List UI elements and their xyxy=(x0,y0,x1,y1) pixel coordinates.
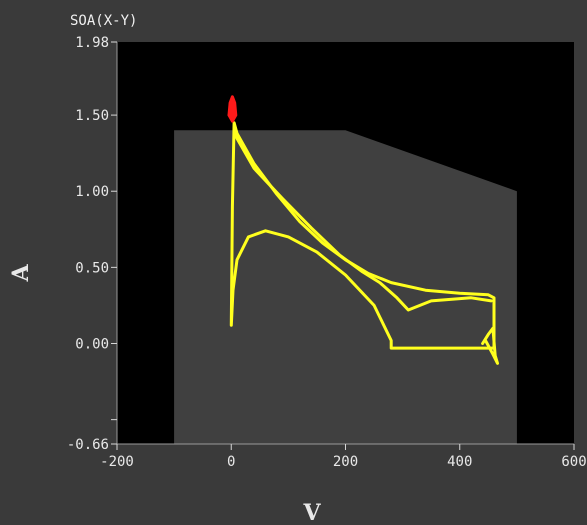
peak-trace xyxy=(227,95,238,123)
y-tick-label: 1.00 xyxy=(75,184,109,200)
x-tick-label: 600 xyxy=(561,454,586,470)
axis-layer: 1.98 1.50 1.00 0.50 0.00 -0.66-200 0 200 400 600 xyxy=(67,35,587,470)
x-tick-label: 0 xyxy=(227,454,235,470)
chart-title: SOA(X-Y) xyxy=(70,13,137,29)
y-tick-label: 0.50 xyxy=(75,260,109,276)
series-layer xyxy=(227,95,499,365)
series-line-1 xyxy=(232,131,493,312)
x-tick-label: -200 xyxy=(100,454,134,470)
y-axis-label: A xyxy=(8,264,34,283)
y-tick-label: 1.50 xyxy=(75,108,109,124)
y-tick-label: -0.66 xyxy=(67,437,109,453)
y-tick-label: 1.98 xyxy=(75,35,109,51)
x-tick-label: 200 xyxy=(333,454,358,470)
safe-area-layer xyxy=(174,130,517,445)
safe-operating-area xyxy=(174,130,517,445)
series-line-2 xyxy=(481,326,499,365)
x-axis-label: V xyxy=(302,500,321,525)
y-tick-label: 0.00 xyxy=(75,337,109,353)
x-tick-label: 400 xyxy=(447,454,472,470)
